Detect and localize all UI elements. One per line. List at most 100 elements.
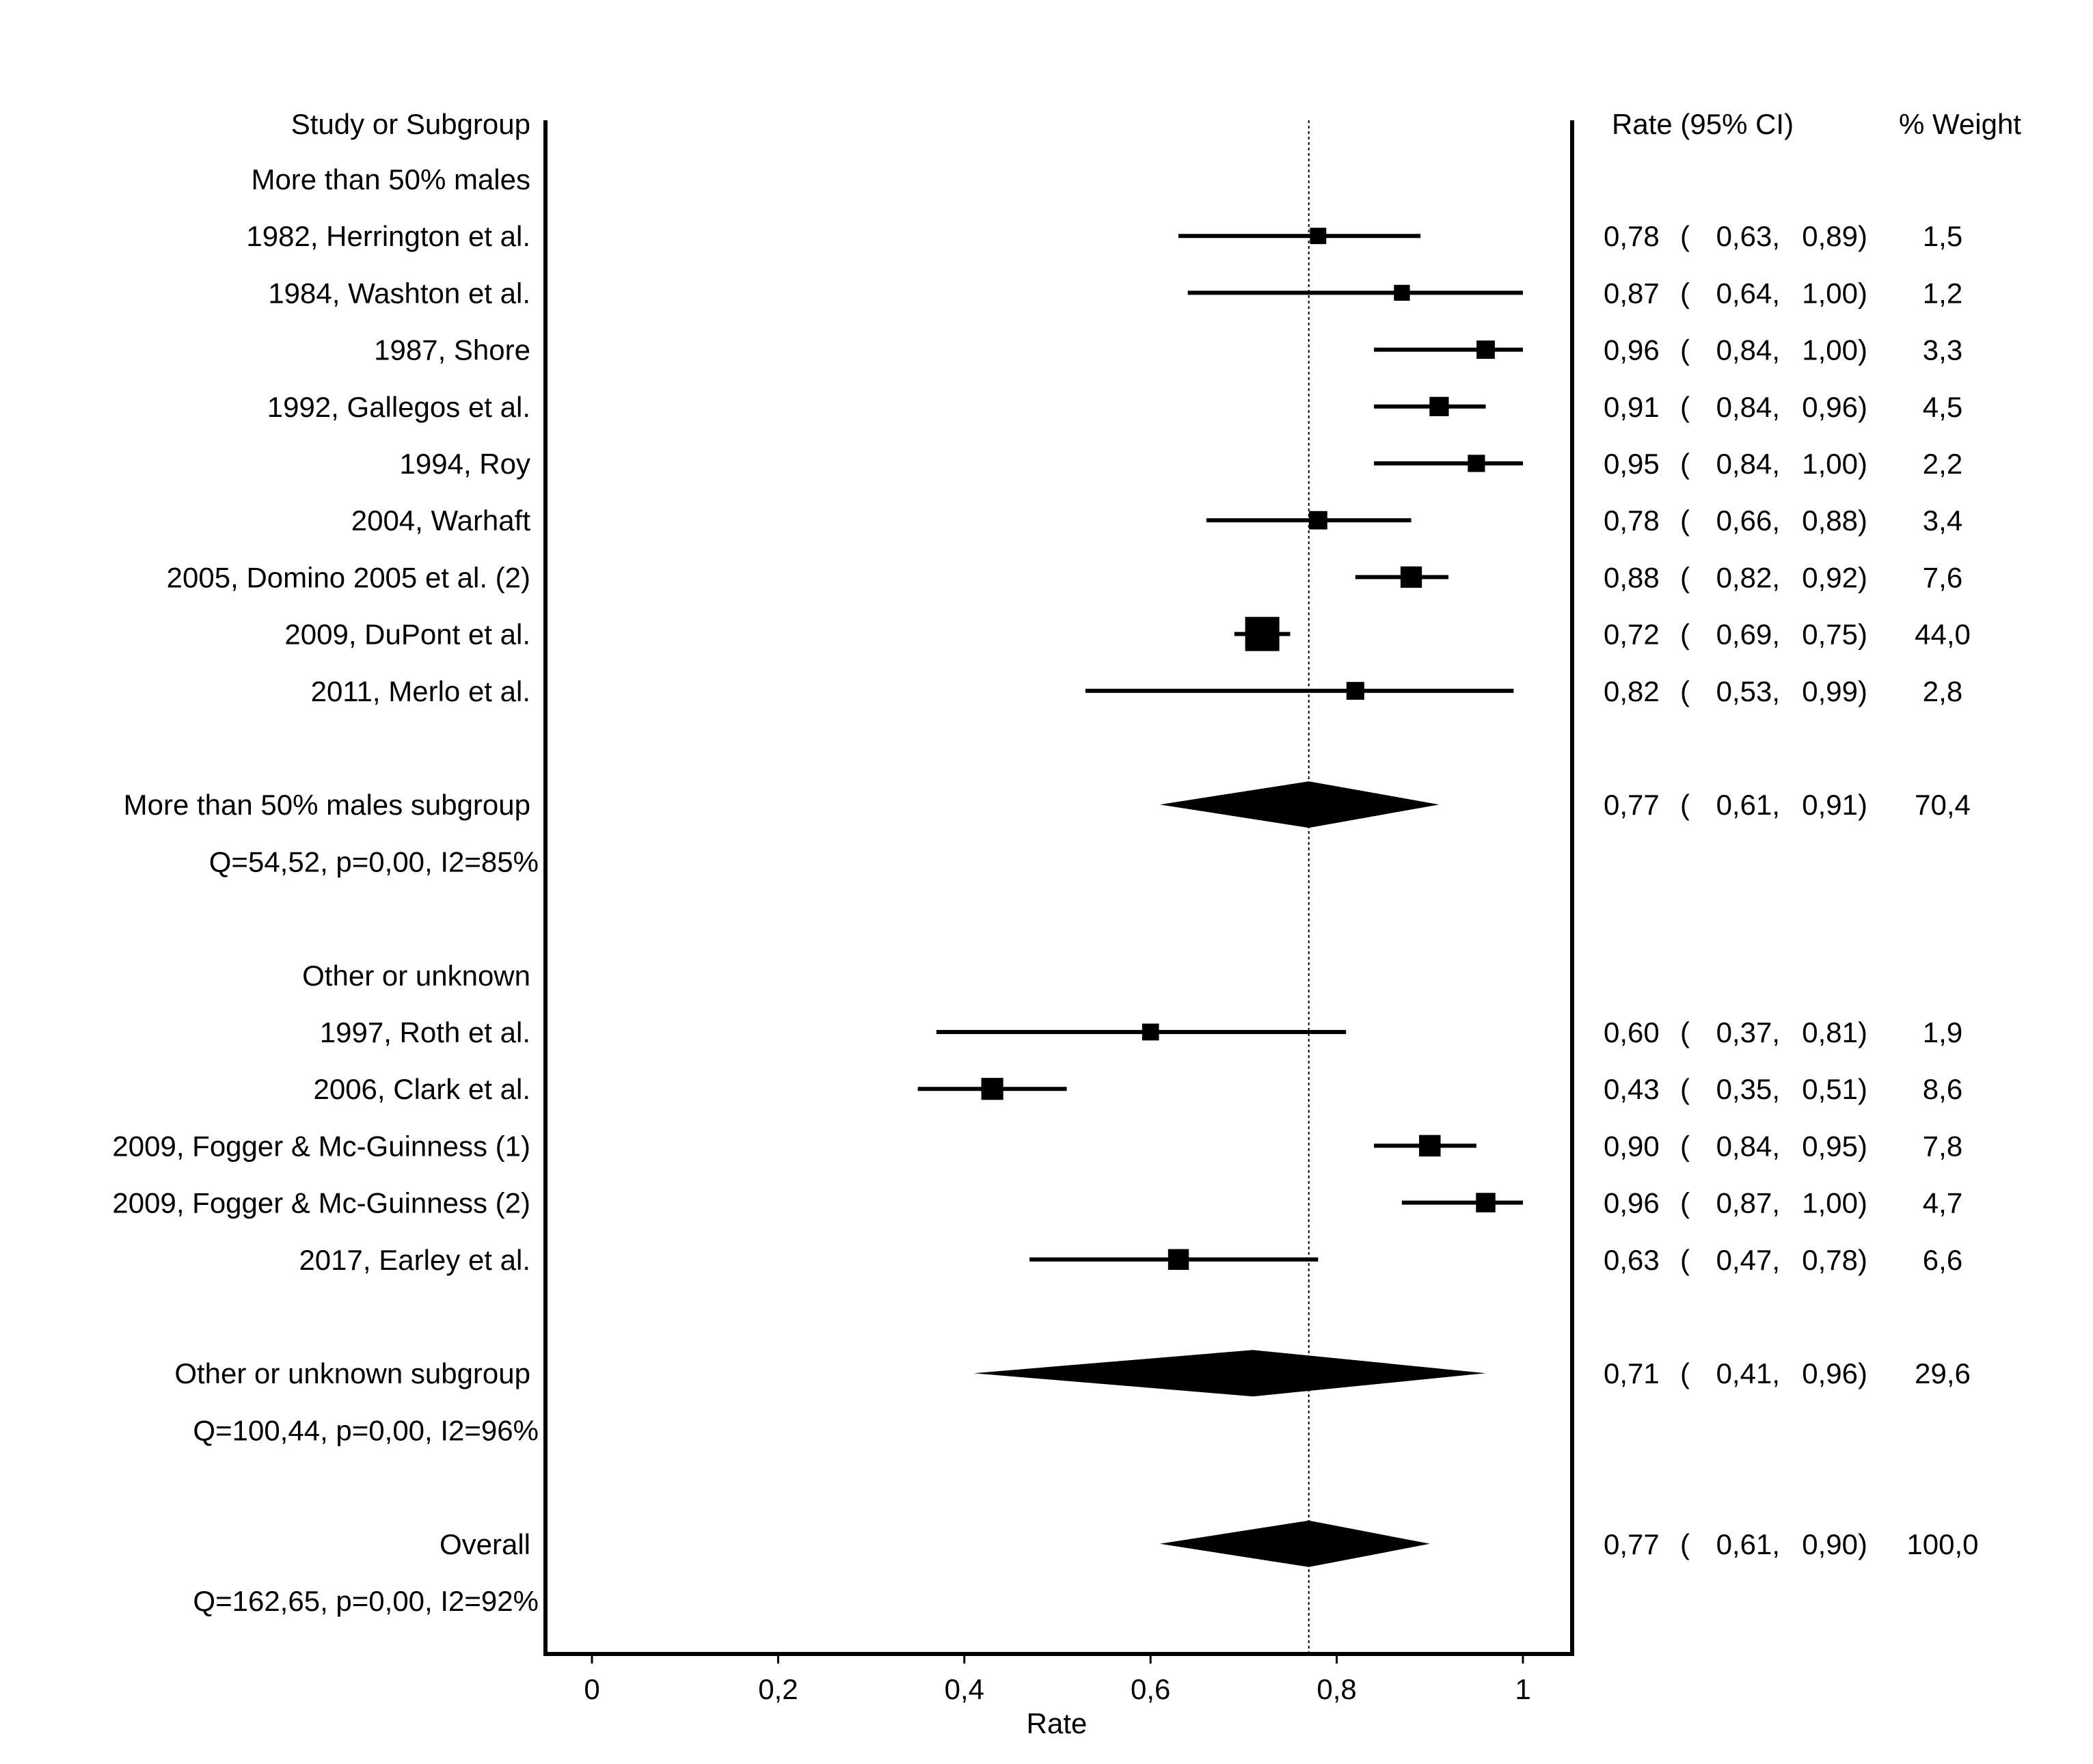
x-tick-label: 0,2 [758,1673,798,1705]
ci-paren: ( [1680,391,1690,423]
header-weight: % Weight [1899,108,2021,140]
weight-value: 8,6 [1923,1073,1962,1105]
weight-value: 4,5 [1923,391,1962,423]
study-label: 2011, Merlo et al. [311,675,530,707]
rate-value: 0,60 [1604,1016,1660,1048]
point-estimate [981,1078,1003,1100]
study-label: 1994, Roy [400,448,530,480]
ci-paren: ( [1680,334,1690,366]
ci-lower: 0,63, [1716,220,1780,252]
ci-lower: 0,47, [1716,1244,1780,1276]
rate-value: 0,95 [1604,448,1660,480]
pooled-label: Overall [440,1528,530,1560]
x-tick-label: 1 [1515,1673,1530,1705]
point-estimate [1429,396,1449,416]
ci-upper: 0,99) [1802,675,1867,707]
ci-paren: ( [1680,1244,1690,1276]
ci-paren: ( [1680,1073,1690,1105]
study-label: 1997, Roth et al. [320,1016,530,1048]
header-study: Study or Subgroup [291,108,530,140]
ci-paren: ( [1680,619,1690,651]
ci-upper: 0,92) [1802,561,1867,593]
ci-paren: ( [1680,1016,1690,1048]
ci-upper: 1,00) [1802,448,1867,480]
ci-paren: ( [1680,504,1690,537]
weight-value: 7,8 [1923,1130,1962,1162]
ci-upper: 0,90) [1802,1528,1867,1560]
ci-upper: 0,95) [1802,1130,1867,1162]
study-label: 1982, Herrington et al. [246,220,530,252]
ci-paren: ( [1680,220,1690,252]
rate-value: 0,78 [1604,220,1660,252]
ci-lower: 0,69, [1716,619,1780,651]
rate-value: 0,72 [1604,619,1660,651]
rate-value: 0,90 [1604,1130,1660,1162]
study-label: 1987, Shore [374,334,530,366]
pooled-label: Other or unknown subgroup [174,1357,530,1389]
ci-upper: 0,75) [1802,619,1867,651]
weight-value: 3,3 [1923,334,1962,366]
rate-value: 0,43 [1604,1073,1660,1105]
rate-value: 0,87 [1604,277,1660,309]
point-estimate [1308,511,1327,530]
ci-upper: 1,00) [1802,277,1867,309]
study-label: 2009, Fogger & Mc-Guinness (1) [112,1130,530,1162]
ci-lower: 0,87, [1716,1187,1780,1219]
point-estimate [1142,1023,1159,1041]
ci-upper: 0,51) [1802,1073,1867,1105]
x-tick-label: 0,4 [945,1673,984,1705]
ci-upper: 0,78) [1802,1244,1867,1276]
rate-value: 0,88 [1604,561,1660,593]
rate-value: 0,96 [1604,334,1660,366]
weight-value: 70,4 [1915,789,1971,821]
point-estimate [1468,454,1485,472]
rate-value: 0,63 [1604,1244,1660,1276]
ci-lower: 0,61, [1716,1528,1780,1560]
ci-paren: ( [1680,448,1690,480]
ci-lower: 0,37, [1716,1016,1780,1048]
ci-upper: 0,96) [1802,391,1867,423]
point-estimate [1245,616,1280,651]
rate-value: 0,78 [1604,504,1660,537]
study-label: 1984, Washton et al. [268,277,530,309]
pooled-diamond [1159,1520,1430,1567]
study-label: 2017, Earley et al. [299,1244,530,1276]
weight-value: 6,6 [1923,1244,1962,1276]
ci-paren: ( [1680,1187,1690,1219]
forest-rows: More than 50% males 1982, Herrington et a… [112,163,1978,1617]
heterogeneity-stat: Q=100,44, p=0,00, I2=96% [193,1414,539,1446]
weight-value: 2,8 [1923,675,1962,707]
ci-lower: 0,84, [1716,1130,1780,1162]
group-label: More than 50% males [251,163,530,195]
heterogeneity-stat: Q=54,52, p=0,00, I2=85% [209,845,539,878]
point-estimate [1394,284,1410,301]
ci-lower: 0,84, [1716,391,1780,423]
point-estimate [1419,1135,1441,1157]
study-label: 2005, Domino 2005 et al. (2) [167,561,530,593]
ci-upper: 0,96) [1802,1357,1867,1389]
ci-lower: 0,84, [1716,448,1780,480]
pooled-diamond [1159,781,1440,828]
study-label: 2009, Fogger & Mc-Guinness (2) [112,1187,530,1219]
ci-upper: 0,89) [1802,220,1867,252]
ci-paren: ( [1680,1130,1690,1162]
study-label: 2004, Warhaft [351,504,531,537]
pooled-label: More than 50% males subgroup [124,789,530,821]
ci-lower: 0,41, [1716,1357,1780,1389]
ci-paren: ( [1680,789,1690,821]
rate-value: 0,77 [1604,1528,1660,1560]
weight-value: 1,2 [1923,277,1962,309]
ci-upper: 0,91) [1802,789,1867,821]
study-label: 2006, Clark et al. [313,1073,530,1105]
ci-upper: 1,00) [1802,334,1867,366]
point-estimate [1346,681,1364,700]
point-estimate [1476,340,1495,359]
pooled-diamond [973,1350,1486,1397]
weight-value: 1,5 [1923,220,1962,252]
ci-lower: 0,35, [1716,1073,1780,1105]
weight-value: 1,9 [1923,1016,1962,1048]
rate-value: 0,71 [1604,1357,1660,1389]
ci-lower: 0,61, [1716,789,1780,821]
ci-paren: ( [1680,277,1690,309]
